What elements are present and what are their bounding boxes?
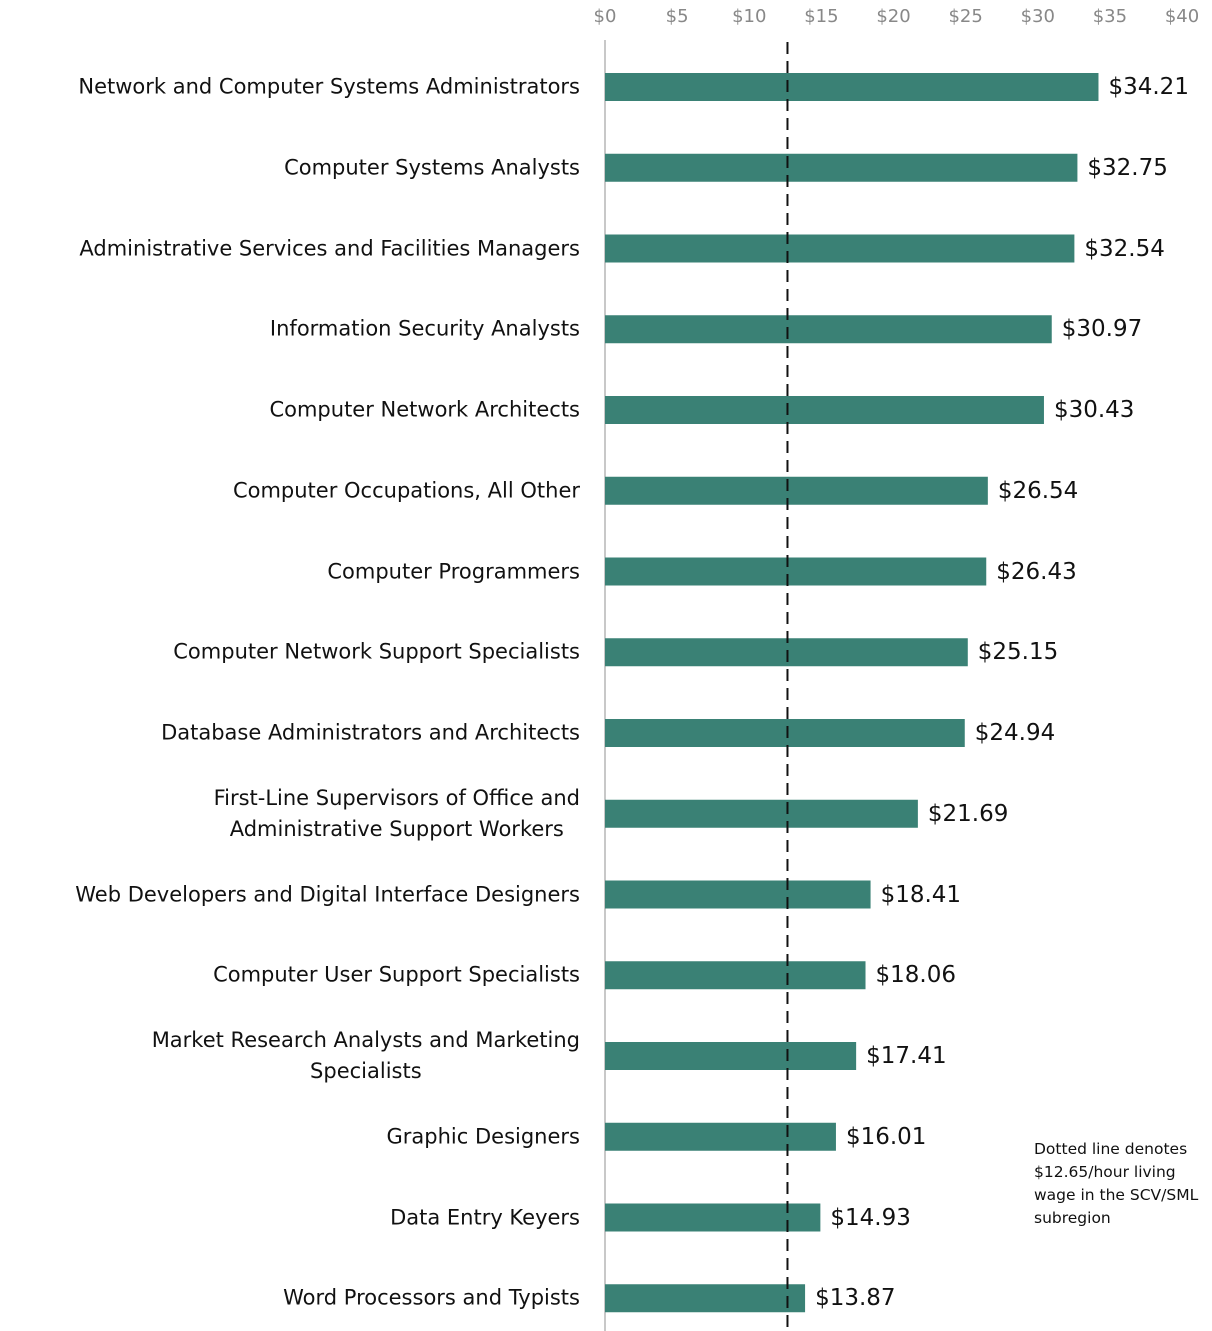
value-label: $18.41 [880, 881, 962, 908]
value-label: $18.06 [875, 962, 956, 989]
bar [605, 1203, 821, 1232]
bar [605, 1284, 806, 1313]
value-label: $30.97 [1061, 316, 1143, 343]
category-label: Web Developers and Digital Interface Des… [75, 882, 580, 906]
bar [605, 315, 1052, 344]
value-label: $13.87 [815, 1285, 896, 1312]
x-tick-label: $35 [1092, 6, 1128, 27]
bar [605, 73, 1099, 101]
value-label: $26.43 [996, 558, 1077, 585]
x-tick-label: $40 [1164, 6, 1200, 27]
value-label: $32.75 [1087, 154, 1168, 181]
category-label: Graphic Designers [386, 1124, 580, 1149]
category-label: Computer Systems Analysts [284, 155, 580, 180]
x-tick-label: $0 [593, 6, 617, 27]
value-label: $26.54 [997, 477, 1079, 504]
value-label: $25.15 [977, 639, 1059, 666]
bar [605, 638, 968, 667]
value-label: $14.93 [830, 1204, 911, 1231]
value-label: $34.21 [1108, 74, 1189, 100]
category-label: Information Security Analysts [269, 316, 580, 341]
category-label: Computer Network Support Specialists [173, 639, 580, 664]
bar [605, 153, 1078, 182]
category-label: Computer User Support Specialists [213, 962, 580, 987]
bar [605, 961, 866, 990]
category-label: First-Line Supervisors of Office and Adm… [213, 785, 580, 841]
category-label: Word Processors and Typists [283, 1285, 580, 1310]
bar [605, 880, 871, 909]
category-label: Computer Network Architects [269, 397, 580, 422]
category-label: Administrative Services and Facilities M… [79, 236, 580, 260]
x-tick-label: $5 [665, 6, 689, 27]
x-tick-label: $30 [1020, 6, 1055, 27]
bar [605, 557, 987, 586]
value-label: $16.01 [845, 1123, 927, 1150]
bar [605, 234, 1075, 263]
category-label: Market Research Analysts and Marketing S… [151, 1028, 580, 1083]
category-label: Computer Programmers [327, 559, 580, 583]
x-tick-label: $25 [948, 6, 983, 27]
value-label: $21.69 [927, 800, 1009, 827]
x-tick-label: $15 [804, 6, 839, 27]
value-label: $17.41 [866, 1043, 947, 1069]
bar [605, 1042, 857, 1070]
category-label: Database Administrators and Architects [161, 720, 580, 745]
value-label: $30.43 [1053, 397, 1135, 423]
bar [605, 396, 1044, 424]
annotation: Dotted line denotes $12.65/hour living w… [1034, 1140, 1199, 1227]
category-label: Network and Computer Systems Administrat… [78, 74, 580, 99]
value-label: $32.54 [1084, 235, 1165, 262]
bar [605, 799, 918, 828]
bar [605, 476, 988, 505]
x-tick-label: $20 [876, 6, 911, 27]
category-label: Data Entry Keyers [390, 1205, 580, 1229]
x-tick-label: $10 [732, 6, 767, 27]
bar [605, 1122, 836, 1151]
bar [605, 719, 965, 747]
value-label: $24.94 [974, 720, 1056, 746]
category-label: Computer Occupations, All Other [232, 478, 580, 503]
